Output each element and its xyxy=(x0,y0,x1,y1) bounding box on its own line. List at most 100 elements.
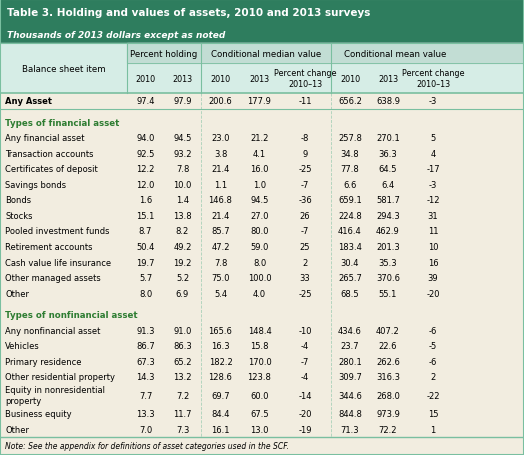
Text: 183.4: 183.4 xyxy=(338,243,362,252)
Text: 93.2: 93.2 xyxy=(173,150,192,158)
Text: 16.3: 16.3 xyxy=(211,341,230,350)
Text: 462.9: 462.9 xyxy=(376,227,400,236)
Text: 2013: 2013 xyxy=(172,74,192,83)
Text: -3: -3 xyxy=(429,97,437,106)
Text: -25: -25 xyxy=(298,289,312,298)
Text: Types of financial asset: Types of financial asset xyxy=(5,118,119,127)
Text: -5: -5 xyxy=(429,341,437,350)
Text: 170.0: 170.0 xyxy=(248,357,271,366)
Text: Transaction accounts: Transaction accounts xyxy=(5,150,93,158)
Text: 257.8: 257.8 xyxy=(338,134,362,143)
Text: Retirement accounts: Retirement accounts xyxy=(5,243,93,252)
Text: Note: See the appendix for definitions of asset categories used in the SCF.: Note: See the appendix for definitions o… xyxy=(5,441,289,450)
Text: 50.4: 50.4 xyxy=(136,243,155,252)
Text: Certificates of deposit: Certificates of deposit xyxy=(5,165,98,174)
Bar xyxy=(0,115,524,131)
Bar xyxy=(0,44,524,94)
Text: 12.0: 12.0 xyxy=(136,181,155,189)
Text: 5: 5 xyxy=(430,134,435,143)
Text: Table 3. Holding and values of assets, 2010 and 2013 surveys: Table 3. Holding and values of assets, 2… xyxy=(7,8,370,18)
Bar xyxy=(0,224,524,239)
Text: 16: 16 xyxy=(428,258,438,267)
Text: -25: -25 xyxy=(298,165,312,174)
Text: Balance sheet item: Balance sheet item xyxy=(21,64,105,73)
Text: Percent change
2010–13: Percent change 2010–13 xyxy=(274,69,336,89)
Text: -6: -6 xyxy=(429,326,437,335)
Text: Other: Other xyxy=(5,289,29,298)
Text: 68.5: 68.5 xyxy=(341,289,359,298)
Text: 5.2: 5.2 xyxy=(176,273,189,283)
Text: 7.7: 7.7 xyxy=(139,391,152,400)
Text: -11: -11 xyxy=(298,97,312,106)
Text: 1.1: 1.1 xyxy=(214,181,227,189)
Bar xyxy=(0,406,524,421)
Bar xyxy=(0,193,524,208)
Text: 8.0: 8.0 xyxy=(253,258,266,267)
Bar xyxy=(0,131,524,146)
Text: 268.0: 268.0 xyxy=(376,391,400,400)
Text: 177.9: 177.9 xyxy=(247,97,271,106)
Text: 69.7: 69.7 xyxy=(211,391,230,400)
Text: 19.2: 19.2 xyxy=(173,258,192,267)
Text: 280.1: 280.1 xyxy=(338,357,362,366)
Text: 36.3: 36.3 xyxy=(379,150,397,158)
Bar xyxy=(0,162,524,177)
Text: Types of nonfinancial asset: Types of nonfinancial asset xyxy=(5,310,138,319)
Text: 13.0: 13.0 xyxy=(250,425,269,434)
Text: Savings bonds: Savings bonds xyxy=(5,181,66,189)
Text: 370.6: 370.6 xyxy=(376,273,400,283)
Text: 262.6: 262.6 xyxy=(376,357,400,366)
Text: 49.2: 49.2 xyxy=(173,243,192,252)
Text: 60.0: 60.0 xyxy=(250,391,269,400)
Text: Thousands of 2013 dollars except as noted: Thousands of 2013 dollars except as note… xyxy=(7,30,225,40)
Text: 8.0: 8.0 xyxy=(139,289,152,298)
Text: Any financial asset: Any financial asset xyxy=(5,134,84,143)
Text: 10: 10 xyxy=(428,243,438,252)
Bar xyxy=(0,208,524,224)
Text: 23.7: 23.7 xyxy=(341,341,359,350)
Text: 75.0: 75.0 xyxy=(211,273,230,283)
Text: 2013: 2013 xyxy=(378,74,398,83)
Text: Percent change
2010–13: Percent change 2010–13 xyxy=(402,69,464,89)
Text: Conditional median value: Conditional median value xyxy=(211,50,321,58)
Text: 6.6: 6.6 xyxy=(343,181,357,189)
Text: 13.8: 13.8 xyxy=(173,212,192,220)
Text: -7: -7 xyxy=(301,227,309,236)
Text: 165.6: 165.6 xyxy=(209,326,233,335)
Bar xyxy=(0,369,524,384)
Text: 84.4: 84.4 xyxy=(211,410,230,418)
Text: 844.8: 844.8 xyxy=(338,410,362,418)
Text: 5.4: 5.4 xyxy=(214,289,227,298)
Text: 15: 15 xyxy=(428,410,438,418)
Text: -7: -7 xyxy=(301,357,309,366)
Text: 2010: 2010 xyxy=(211,74,231,83)
Text: 22.6: 22.6 xyxy=(379,341,397,350)
Text: 7.8: 7.8 xyxy=(176,165,189,174)
Text: -19: -19 xyxy=(298,425,312,434)
Bar xyxy=(0,109,524,115)
Text: Business equity: Business equity xyxy=(5,410,72,418)
Text: 16.1: 16.1 xyxy=(211,425,230,434)
Text: Other residential property: Other residential property xyxy=(5,372,115,381)
Text: 85.7: 85.7 xyxy=(211,227,230,236)
Text: 434.6: 434.6 xyxy=(338,326,362,335)
Text: 27.0: 27.0 xyxy=(250,212,269,220)
Text: Bonds: Bonds xyxy=(5,196,31,205)
Text: 31: 31 xyxy=(428,212,438,220)
Text: -36: -36 xyxy=(298,196,312,205)
Text: Vehicles: Vehicles xyxy=(5,341,40,350)
Text: 92.5: 92.5 xyxy=(136,150,155,158)
Text: 3.8: 3.8 xyxy=(214,150,227,158)
Text: 4.0: 4.0 xyxy=(253,289,266,298)
Text: 71.3: 71.3 xyxy=(341,425,359,434)
Text: 2: 2 xyxy=(302,258,308,267)
Text: 581.7: 581.7 xyxy=(376,196,400,205)
Text: 11.7: 11.7 xyxy=(173,410,192,418)
Text: 7.3: 7.3 xyxy=(176,425,189,434)
Bar xyxy=(0,239,524,255)
Text: 182.2: 182.2 xyxy=(209,357,232,366)
Text: 2010: 2010 xyxy=(135,74,156,83)
Text: -17: -17 xyxy=(426,165,440,174)
Text: 65.2: 65.2 xyxy=(173,357,192,366)
Text: 148.4: 148.4 xyxy=(248,326,271,335)
